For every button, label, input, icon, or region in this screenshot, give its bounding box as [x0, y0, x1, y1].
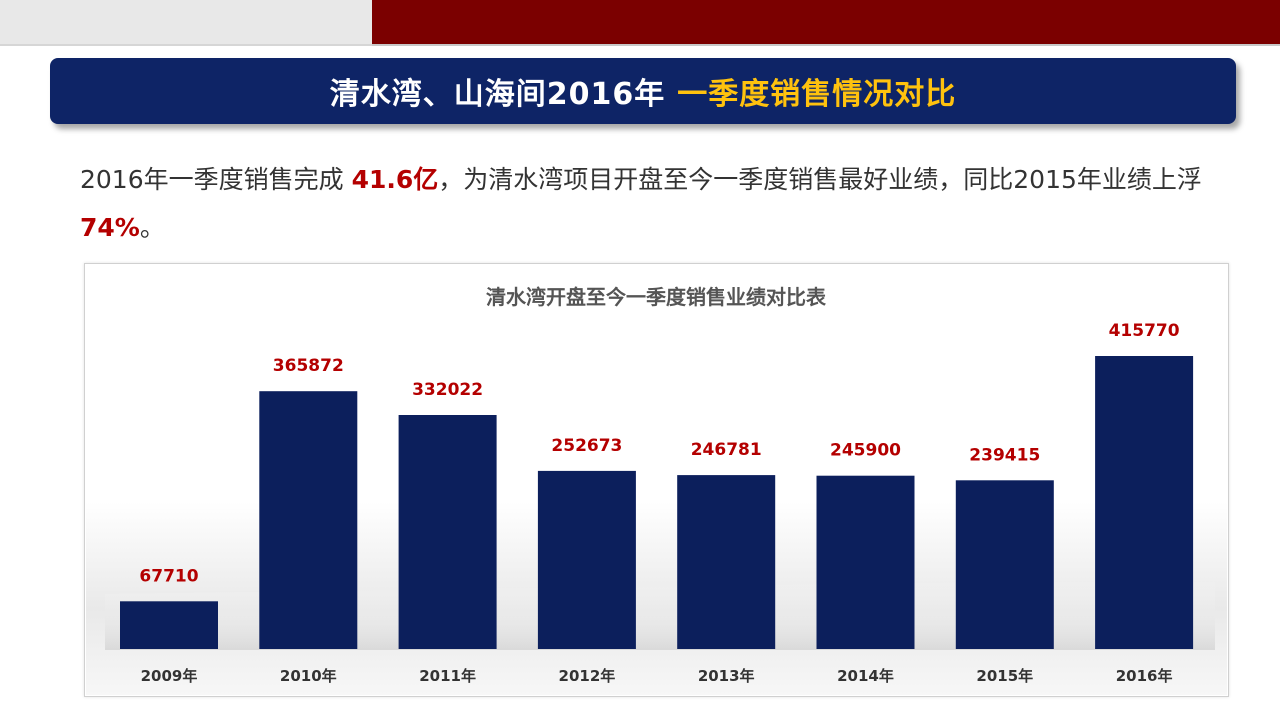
- data-label-1: 365872: [273, 356, 344, 376]
- page-title: 清水湾、山海间2016年: [329, 77, 666, 112]
- title-banner: 清水湾、山海间2016年 一季度销售情况对比: [50, 58, 1236, 124]
- data-label-4: 246781: [691, 440, 762, 460]
- bar-0: [120, 601, 218, 649]
- data-label-7: 415770: [1109, 321, 1180, 341]
- summary-part3: 。: [139, 213, 165, 242]
- x-tick-label-2: 2011年: [419, 667, 476, 685]
- page-title-highlight: 一季度销售情况对比: [677, 77, 957, 112]
- bar-chart: 清水湾开盘至今一季度销售业绩对比表 67710 365872 332022 25267…: [86, 265, 1227, 695]
- summary-part2: ，为清水湾项目开盘至今一季度销售最好业绩，同比2015年业绩上浮: [438, 165, 1202, 194]
- bar-3: [537, 470, 636, 649]
- chart-floor-shadow: [105, 579, 1215, 650]
- summary-highlight-percent: 74%: [80, 213, 140, 242]
- bar-1: [259, 391, 358, 649]
- summary-highlight-amount: 41.6亿: [351, 165, 439, 194]
- bar-2: [398, 415, 497, 649]
- top-strip-grey: [0, 0, 372, 46]
- summary-text: 2016年一季度销售完成 41.6亿，为清水湾项目开盘至今一季度销售最好业绩，同…: [80, 156, 1230, 252]
- bar-6: [955, 480, 1054, 649]
- data-label-0: 67710: [139, 566, 198, 586]
- x-tick-label-6: 2015年: [976, 667, 1033, 685]
- chart-title: 清水湾开盘至今一季度销售业绩对比表: [486, 285, 827, 309]
- x-tick-label-4: 2013年: [698, 667, 755, 685]
- chart-frame: 清水湾开盘至今一季度销售业绩对比表 67710 365872 332022 25267…: [84, 263, 1229, 697]
- x-tick-label-3: 2012年: [559, 667, 616, 685]
- x-tick-label-1: 2010年: [280, 667, 337, 685]
- top-strip-red: [372, 0, 1280, 46]
- data-label-6: 239415: [969, 445, 1040, 465]
- bar-5: [816, 475, 915, 649]
- x-tick-label-5: 2014年: [837, 667, 894, 685]
- bar-4: [677, 475, 776, 649]
- bar-7: [1095, 356, 1194, 649]
- x-tick-label-7: 2016年: [1116, 667, 1173, 685]
- data-label-5: 245900: [830, 441, 901, 461]
- summary-part1: 2016年一季度销售完成: [80, 165, 352, 194]
- x-tick-label-0: 2009年: [141, 667, 198, 685]
- data-label-3: 252673: [551, 436, 622, 456]
- data-label-2: 332022: [412, 380, 483, 400]
